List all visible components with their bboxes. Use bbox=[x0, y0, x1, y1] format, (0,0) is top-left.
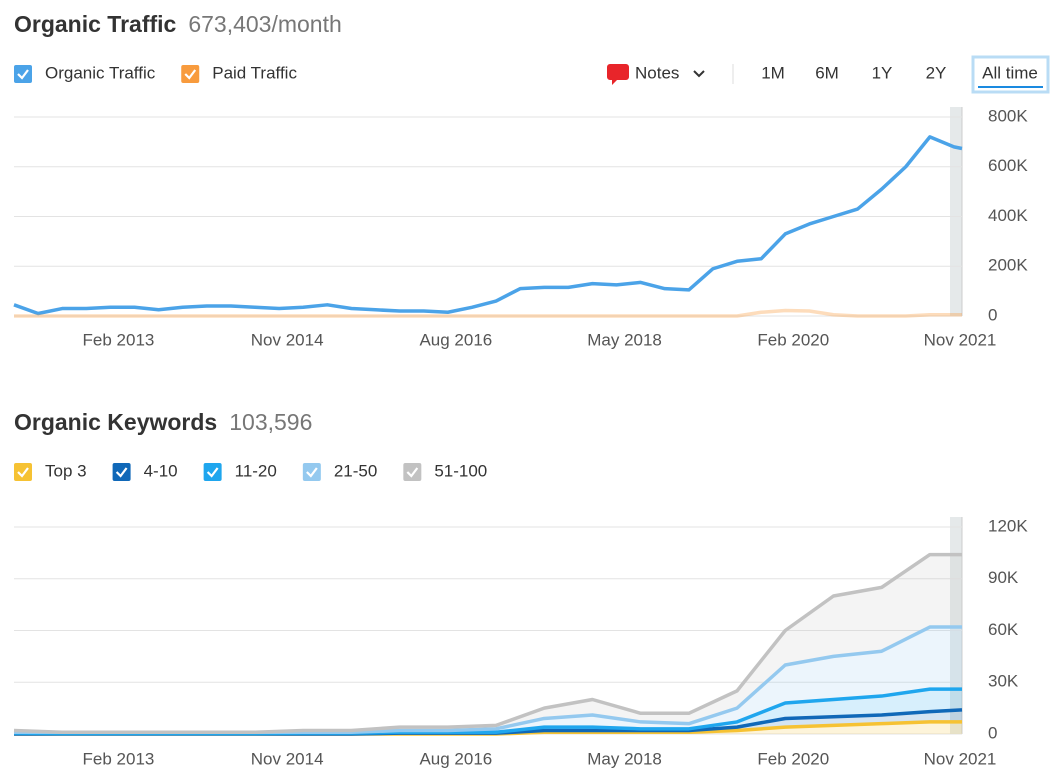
latest-band bbox=[950, 107, 962, 316]
range-selected-box[interactable] bbox=[971, 55, 1050, 94]
legend-check[interactable] bbox=[184, 69, 197, 80]
legend-check[interactable] bbox=[17, 467, 29, 478]
x-tick-label: Aug 2016 bbox=[419, 749, 492, 768]
x-tick-label: Feb 2020 bbox=[757, 330, 829, 349]
y-tick-label: 120K bbox=[988, 516, 1028, 535]
x-tick-label: Nov 2014 bbox=[251, 330, 324, 349]
x-tick-label: Nov 2021 bbox=[924, 330, 997, 349]
area-fill bbox=[14, 627, 962, 734]
legend-check[interactable] bbox=[406, 467, 419, 478]
legend-checkbox[interactable] bbox=[302, 463, 321, 481]
series-line bbox=[13, 135, 963, 316]
chart-title: Organic Traffic bbox=[14, 11, 177, 37]
y-tick-label: 600K bbox=[988, 156, 1028, 175]
y-tick-label: 90K bbox=[988, 568, 1019, 587]
series-line bbox=[14, 308, 962, 318]
legend-check[interactable] bbox=[306, 467, 318, 478]
legend-check[interactable] bbox=[206, 467, 219, 478]
series-line bbox=[13, 552, 962, 735]
x-tick-label: Feb 2013 bbox=[83, 749, 155, 768]
x-tick-label: May 2018 bbox=[587, 330, 662, 349]
notes-button[interactable]: Notes bbox=[635, 63, 679, 82]
legend-checkbox[interactable] bbox=[112, 463, 131, 481]
x-tick-label: Aug 2016 bbox=[419, 330, 492, 349]
x-tick-label: Nov 2021 bbox=[924, 749, 997, 768]
x-tick-label: Nov 2014 bbox=[251, 749, 324, 768]
y-tick-label: 0 bbox=[988, 305, 997, 324]
y-tick-label: 30K bbox=[988, 672, 1019, 691]
legend-check[interactable] bbox=[115, 467, 128, 478]
y-tick-label: 800K bbox=[988, 106, 1028, 125]
legend-check[interactable] bbox=[17, 69, 29, 80]
area-fill bbox=[14, 689, 962, 734]
range-button[interactable]: 1M bbox=[761, 63, 785, 82]
range-button[interactable]: All time bbox=[982, 63, 1038, 82]
legend-label[interactable]: 21-50 bbox=[334, 461, 377, 480]
legend-checkbox[interactable] bbox=[181, 65, 200, 83]
y-tick-label: 200K bbox=[988, 256, 1028, 275]
chart-title: Organic Keywords bbox=[14, 409, 217, 435]
legend-label[interactable]: 51-100 bbox=[434, 461, 487, 480]
legend-label[interactable]: Paid Traffic bbox=[212, 63, 297, 82]
legend-checkbox[interactable] bbox=[14, 463, 32, 481]
legend-label[interactable]: 4-10 bbox=[144, 461, 178, 480]
range-button[interactable]: 1Y bbox=[872, 63, 893, 82]
x-tick-label: Feb 2020 bbox=[757, 749, 829, 768]
legend-label[interactable]: Organic Traffic bbox=[45, 63, 156, 82]
legend-checkbox[interactable] bbox=[403, 463, 422, 481]
notes-chevron[interactable] bbox=[693, 70, 705, 78]
x-tick-label: May 2018 bbox=[587, 749, 662, 768]
legend-label[interactable]: 11-20 bbox=[235, 461, 277, 480]
y-tick-label: 0 bbox=[988, 723, 997, 742]
range-button[interactable]: 6M bbox=[815, 63, 839, 82]
legend-checkbox[interactable] bbox=[203, 463, 222, 481]
chart-subtitle: 673,403/month bbox=[188, 11, 341, 37]
y-tick-label: 60K bbox=[988, 620, 1019, 639]
legend-label[interactable]: Top 3 bbox=[45, 461, 87, 480]
y-tick-label: 400K bbox=[988, 206, 1028, 225]
chart-subtitle: 103,596 bbox=[229, 409, 312, 435]
legend-checkbox[interactable] bbox=[14, 65, 32, 83]
range-button[interactable]: 2Y bbox=[926, 63, 947, 82]
notes-icon[interactable] bbox=[607, 64, 629, 85]
x-tick-label: Feb 2013 bbox=[83, 330, 155, 349]
